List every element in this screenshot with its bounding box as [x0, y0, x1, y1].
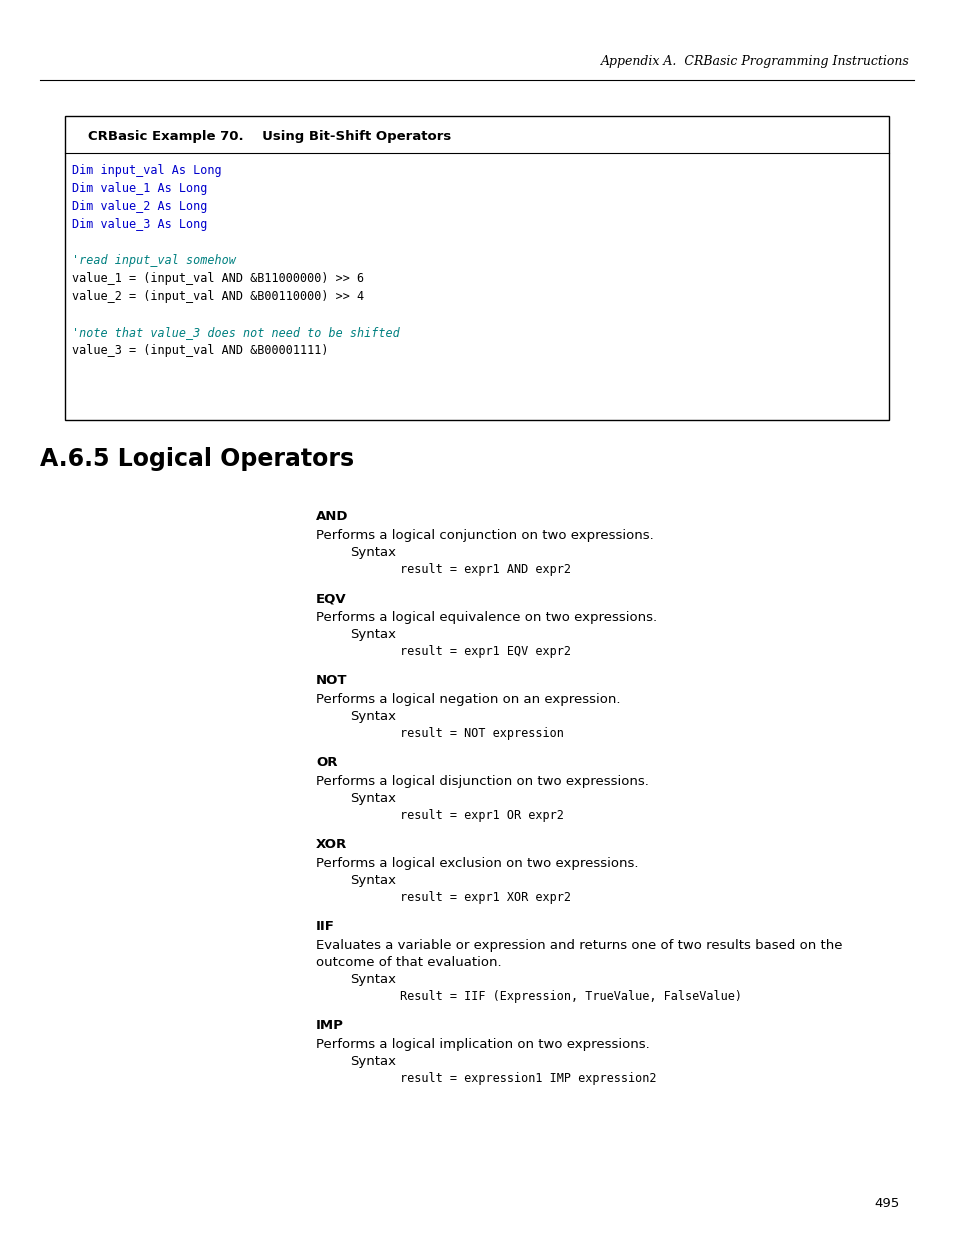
Text: NOT: NOT [315, 674, 347, 687]
Text: 495: 495 [874, 1197, 899, 1210]
Text: result = expr1 XOR expr2: result = expr1 XOR expr2 [399, 890, 571, 904]
Text: IIF: IIF [315, 920, 335, 932]
Text: AND: AND [315, 510, 348, 522]
Text: result = expr1 EQV expr2: result = expr1 EQV expr2 [399, 645, 571, 658]
Text: IMP: IMP [315, 1019, 343, 1032]
Text: Dim input_val As Long: Dim input_val As Long [71, 164, 221, 177]
Text: result = expr1 AND expr2: result = expr1 AND expr2 [399, 563, 571, 576]
Text: result = expr1 OR expr2: result = expr1 OR expr2 [399, 809, 563, 823]
Text: EQV: EQV [315, 592, 346, 605]
Text: Syntax: Syntax [350, 546, 395, 559]
Text: Dim value_1 As Long: Dim value_1 As Long [71, 182, 207, 195]
Text: Syntax: Syntax [350, 874, 395, 887]
Text: 'read input_val somehow: 'read input_val somehow [71, 254, 235, 267]
Text: result = expression1 IMP expression2: result = expression1 IMP expression2 [399, 1072, 656, 1086]
Text: Performs a logical conjunction on two expressions.: Performs a logical conjunction on two ex… [315, 529, 653, 542]
Text: value_1 = (input_val AND &B11000000) >> 6: value_1 = (input_val AND &B11000000) >> … [71, 272, 364, 285]
Text: Syntax: Syntax [350, 973, 395, 986]
Text: value_3 = (input_val AND &B00001111): value_3 = (input_val AND &B00001111) [71, 345, 328, 357]
Text: Syntax: Syntax [350, 629, 395, 641]
Text: Syntax: Syntax [350, 710, 395, 722]
Text: Performs a logical disjunction on two expressions.: Performs a logical disjunction on two ex… [315, 776, 648, 788]
Text: 'note that value_3 does not need to be shifted: 'note that value_3 does not need to be s… [71, 326, 399, 338]
Text: Performs a logical implication on two expressions.: Performs a logical implication on two ex… [315, 1037, 649, 1051]
Text: Dim value_3 As Long: Dim value_3 As Long [71, 219, 207, 231]
Text: Performs a logical equivalence on two expressions.: Performs a logical equivalence on two ex… [315, 611, 657, 624]
Text: Result = IIF (Expression, TrueValue, FalseValue): Result = IIF (Expression, TrueValue, Fal… [399, 990, 741, 1003]
Text: Syntax: Syntax [350, 792, 395, 805]
Text: Syntax: Syntax [350, 1055, 395, 1068]
Text: result = NOT expression: result = NOT expression [399, 727, 563, 740]
Text: Performs a logical exclusion on two expressions.: Performs a logical exclusion on two expr… [315, 857, 638, 869]
Text: Dim value_2 As Long: Dim value_2 As Long [71, 200, 207, 212]
Text: Evaluates a variable or expression and returns one of two results based on the: Evaluates a variable or expression and r… [315, 939, 841, 952]
Text: CRBasic Example 70.    Using Bit-Shift Operators: CRBasic Example 70. Using Bit-Shift Oper… [88, 130, 451, 143]
Text: Appendix A.  CRBasic Programming Instructions: Appendix A. CRBasic Programming Instruct… [600, 56, 909, 68]
Text: Performs a logical negation on an expression.: Performs a logical negation on an expres… [315, 693, 619, 706]
Text: XOR: XOR [315, 839, 347, 851]
Bar [65, 116, 888, 420]
Text: value_2 = (input_val AND &B00110000) >> 4: value_2 = (input_val AND &B00110000) >> … [71, 290, 364, 303]
Text: OR: OR [315, 756, 337, 769]
Text: A.6.5 Logical Operators: A.6.5 Logical Operators [40, 447, 354, 471]
Text: outcome of that evaluation.: outcome of that evaluation. [315, 956, 501, 969]
